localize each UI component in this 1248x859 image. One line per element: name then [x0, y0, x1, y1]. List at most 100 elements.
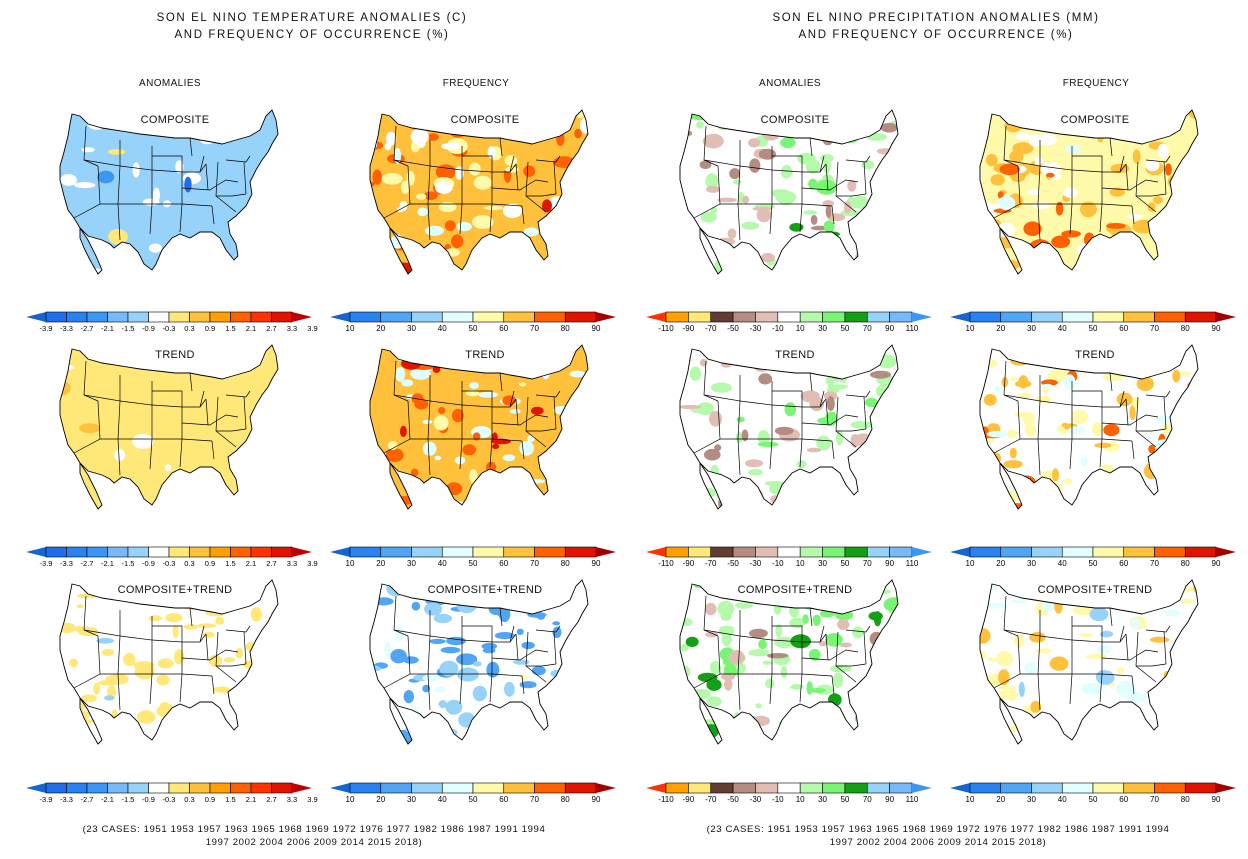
colorbar-tick-label: 50	[469, 324, 478, 333]
anomaly-patch	[416, 193, 427, 200]
anomaly-patch	[434, 483, 441, 500]
colorbar-swatch	[349, 546, 382, 558]
anomaly-patch	[1061, 230, 1081, 238]
cases-line1: (23 CASES: 1951 1953 1957 1963 1965 1968…	[706, 824, 1170, 835]
state-boundary	[1101, 438, 1133, 442]
colorbar: 10 20 30 40 50 60 70 80 90	[330, 311, 616, 335]
anomaly-patch	[472, 661, 482, 667]
us-map	[59, 109, 279, 275]
anomaly-patch	[165, 464, 172, 472]
precipitation-title-line2: AND FREQUENCY OF OCCURRENCE (%)	[798, 29, 1074, 41]
anomaly-patch	[725, 257, 745, 267]
state-boundary	[1135, 649, 1159, 657]
state-boundary	[737, 673, 741, 711]
anomaly-patch	[560, 729, 583, 744]
anomaly-patch	[445, 482, 463, 496]
anomaly-patch	[1109, 187, 1126, 197]
anomaly-patch	[104, 252, 118, 259]
colorbar-swatch	[1184, 782, 1217, 794]
state-boundary	[459, 203, 463, 235]
anomaly-patch	[736, 416, 745, 423]
anomaly-patch	[435, 164, 456, 180]
colorbar-tick-label: -0.3	[163, 324, 176, 333]
anomaly-patch	[254, 245, 273, 258]
state-boundary	[199, 390, 205, 408]
state-boundary	[1038, 400, 1073, 440]
state-boundary	[205, 163, 209, 191]
anomaly-patch	[93, 682, 101, 695]
anomaly-patch	[761, 126, 781, 141]
anomaly-patch	[260, 734, 269, 744]
anomaly-patch	[699, 160, 712, 169]
anomaly-patch	[705, 173, 719, 189]
anomaly-patch	[456, 653, 478, 666]
colorbar-tick-label: -90	[683, 795, 695, 804]
anomaly-patch	[680, 233, 699, 242]
state-boundary	[149, 203, 153, 235]
anomaly-patch	[808, 178, 818, 190]
anomaly-patch	[805, 158, 821, 174]
state-boundary	[211, 205, 215, 225]
colorbar-tick-label: 20	[376, 324, 385, 333]
anomaly-patch	[400, 425, 407, 438]
map-panel: COMPOSITE	[350, 100, 620, 300]
anomaly-patch	[850, 421, 873, 429]
anomaly-patch	[1129, 405, 1136, 421]
anomaly-patch	[1148, 688, 1169, 700]
anomaly-patch	[199, 706, 213, 716]
colorbar-tick-label: 30	[1027, 324, 1036, 333]
anomaly-patch	[832, 672, 844, 688]
anomaly-patch	[502, 454, 516, 462]
us-map	[369, 579, 589, 745]
colorbar-high-arrow	[1216, 312, 1236, 322]
anomaly-patch	[692, 689, 711, 700]
colorbar-tick-label: -10	[772, 559, 784, 568]
colorbar-tick-label: 50	[1089, 795, 1098, 804]
state-boundary	[535, 155, 561, 163]
country-outline	[679, 109, 899, 275]
state-boundary	[181, 438, 213, 442]
anomaly-patch	[433, 415, 449, 431]
anomaly-patch	[784, 402, 797, 417]
colorbar-swatch	[1184, 311, 1217, 323]
state-boundary	[459, 438, 463, 470]
anomaly-patch	[504, 155, 518, 166]
anomaly-patch	[133, 661, 155, 670]
anomaly-patch	[1043, 258, 1050, 268]
map-panel: TREND	[40, 335, 310, 535]
anomaly-patch	[685, 636, 699, 647]
anomaly-patch	[552, 621, 561, 626]
colorbar-tick-label: 80	[561, 559, 570, 568]
colorbar: -110 -90 -70 -50 -30 -10 10 30 50 70 90 110	[646, 782, 932, 806]
state-boundary	[1038, 635, 1073, 675]
state-boundary	[499, 372, 503, 392]
anomaly-patch	[818, 640, 828, 647]
anomaly-patch	[757, 430, 770, 446]
anomaly-patch	[1023, 221, 1042, 236]
state-boundary	[535, 673, 547, 683]
anomaly-patch	[435, 181, 453, 194]
anomaly-patch	[866, 265, 877, 274]
colorbar-swatch	[1154, 546, 1186, 558]
anomaly-patch	[493, 708, 503, 722]
anomaly-patch	[806, 681, 813, 695]
state-boundary	[1037, 203, 1041, 241]
colorbar-swatch	[441, 311, 474, 323]
anomaly-patch	[519, 681, 537, 689]
anomaly-patch	[875, 383, 898, 399]
anomaly-patch	[1117, 503, 1135, 509]
colorbar-tick-label: 40	[1058, 324, 1067, 333]
state-boundary	[825, 398, 829, 426]
anomaly-patch	[575, 496, 588, 509]
colorbar-swatch	[380, 546, 412, 558]
state-boundary	[515, 398, 519, 426]
anomaly-patch	[1035, 648, 1052, 654]
state-boundary	[1109, 372, 1113, 392]
column-title-precip-frequency: FREQUENCY	[1062, 78, 1130, 89]
colorbar-high-arrow	[292, 547, 312, 557]
state-boundary	[1136, 193, 1167, 197]
anomaly-patch	[394, 148, 402, 164]
colorbar-low-arrow	[646, 783, 666, 793]
anomaly-patch	[578, 431, 587, 442]
anomaly-patch	[756, 207, 772, 223]
